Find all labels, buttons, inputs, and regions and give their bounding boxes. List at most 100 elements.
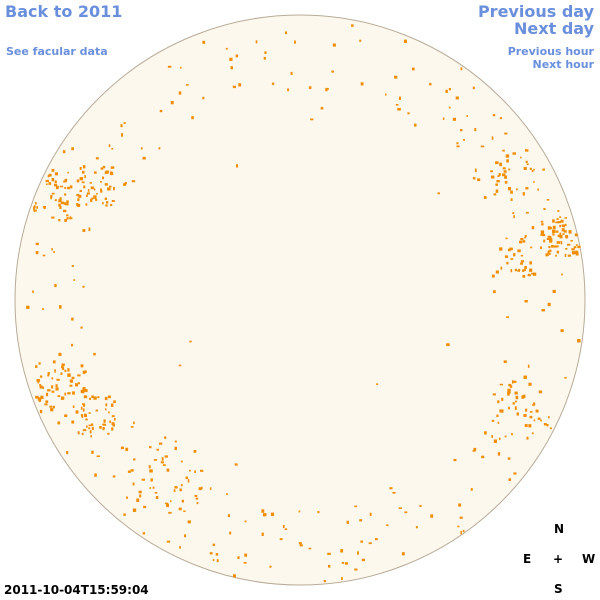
facula xyxy=(472,86,475,90)
facula xyxy=(504,175,507,179)
facula xyxy=(83,185,86,189)
facula xyxy=(513,215,515,219)
facula xyxy=(563,230,567,233)
facula xyxy=(234,463,238,466)
facula xyxy=(178,91,182,95)
facula xyxy=(294,40,296,44)
facula xyxy=(102,176,104,180)
facula xyxy=(82,285,85,288)
facula xyxy=(542,168,545,171)
facula xyxy=(456,145,460,148)
facula xyxy=(160,461,164,464)
facula xyxy=(187,479,190,483)
facula xyxy=(509,247,513,251)
facula xyxy=(442,117,445,120)
facula xyxy=(543,423,547,426)
facula xyxy=(71,420,75,424)
facula xyxy=(123,513,126,516)
back-link[interactable]: Back to 2011 xyxy=(5,2,123,21)
facula xyxy=(552,289,556,293)
facula xyxy=(143,505,147,509)
facula xyxy=(77,203,81,207)
facula xyxy=(38,397,42,401)
facula xyxy=(42,308,44,310)
facula xyxy=(95,157,99,160)
facula xyxy=(510,198,513,201)
facula xyxy=(554,245,558,248)
facula xyxy=(64,414,68,418)
facula xyxy=(472,449,476,452)
facula xyxy=(522,192,525,196)
facula xyxy=(227,514,231,518)
facula xyxy=(108,144,111,147)
facula xyxy=(109,185,112,188)
facula xyxy=(244,520,247,523)
facula xyxy=(556,250,560,254)
facula xyxy=(571,248,575,251)
facula xyxy=(178,364,182,367)
facula xyxy=(85,418,88,421)
facula xyxy=(392,492,396,494)
facula xyxy=(398,507,402,509)
facula xyxy=(499,117,503,120)
facula xyxy=(516,412,520,416)
facula xyxy=(525,149,529,152)
facula xyxy=(136,498,140,502)
facula xyxy=(491,175,495,179)
facula xyxy=(184,534,187,538)
timestamp: 2011-10-04T15:59:04 xyxy=(4,583,149,597)
facula xyxy=(361,558,366,562)
facula xyxy=(568,230,572,234)
next-hour-link[interactable]: Next hour xyxy=(532,58,595,71)
facula xyxy=(111,415,115,418)
facula xyxy=(79,167,82,170)
faculae xyxy=(26,24,581,583)
facula xyxy=(533,168,535,171)
facula xyxy=(497,421,500,424)
facula xyxy=(290,71,293,76)
facula xyxy=(110,203,113,207)
facula xyxy=(104,197,108,200)
facula xyxy=(540,220,544,223)
facula xyxy=(560,219,564,223)
facula xyxy=(555,254,557,257)
facular-data-link[interactable]: See facular data xyxy=(6,45,108,58)
facula xyxy=(500,409,504,413)
facula xyxy=(69,384,73,387)
next-day-link[interactable]: Next day xyxy=(514,19,594,38)
facula xyxy=(512,212,515,214)
facula xyxy=(458,503,462,507)
facula xyxy=(244,553,248,557)
previous-day-link[interactable]: Previous day xyxy=(477,2,594,21)
facula xyxy=(200,486,203,490)
facula xyxy=(507,406,510,410)
facula xyxy=(180,66,182,69)
facula xyxy=(504,181,508,184)
facula xyxy=(524,266,527,269)
facula xyxy=(507,248,511,252)
facula xyxy=(523,414,527,417)
facula xyxy=(60,201,65,205)
facula xyxy=(512,402,515,405)
facula xyxy=(130,426,134,428)
facula xyxy=(51,390,55,393)
facula xyxy=(111,200,115,203)
facula xyxy=(94,473,97,477)
facula xyxy=(71,265,74,267)
facula xyxy=(325,88,329,90)
facula xyxy=(138,490,142,494)
facula xyxy=(67,171,69,174)
facula xyxy=(429,83,432,86)
facula xyxy=(502,167,506,170)
facula xyxy=(470,488,473,491)
facula xyxy=(491,274,495,278)
facula xyxy=(59,305,62,309)
facula xyxy=(282,524,285,529)
facula xyxy=(445,89,448,93)
facula xyxy=(209,552,213,555)
previous-hour-link[interactable]: Previous hour xyxy=(507,45,594,58)
facula xyxy=(341,562,345,564)
facula xyxy=(341,577,343,581)
facula xyxy=(166,468,170,472)
facula xyxy=(82,170,85,174)
